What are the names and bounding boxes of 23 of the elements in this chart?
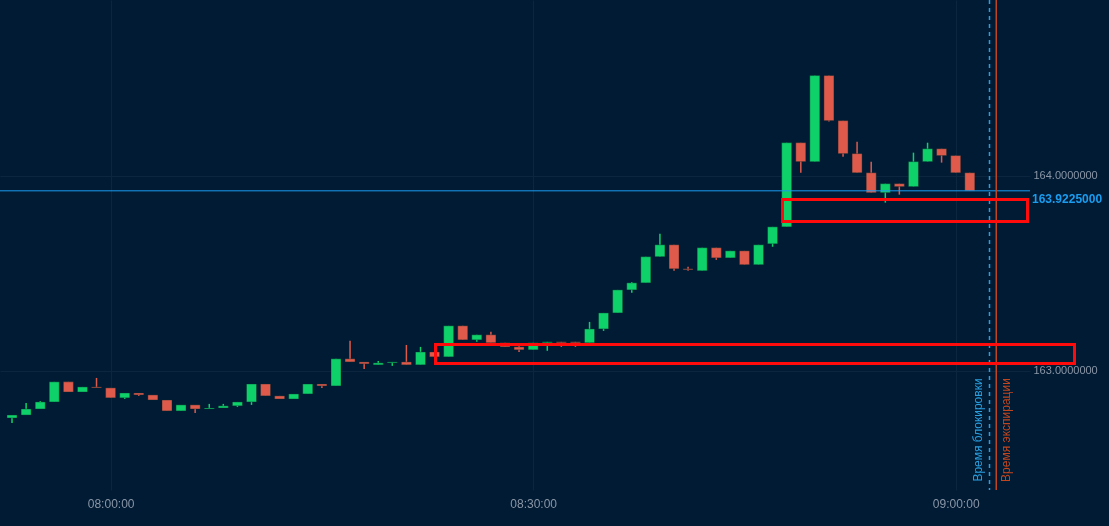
candlestick: [865, 160, 877, 194]
candlestick: [767, 226, 779, 248]
y-tick-label: 164.0000000: [1033, 169, 1098, 182]
candlestick: [879, 182, 891, 204]
candlestick: [584, 321, 596, 344]
candlestick: [753, 244, 765, 266]
ref-line-label: Время экспирации: [999, 378, 1014, 482]
candlestick: [612, 289, 624, 314]
candlestick: [696, 246, 708, 272]
x-tick-label: 08:30:00: [510, 496, 558, 511]
candlestick: [246, 383, 258, 406]
candlestick: [654, 232, 666, 258]
candlestick: [795, 141, 807, 174]
x-tick-label: 09:00:00: [932, 496, 980, 511]
x-tick-label: 08:00:00: [87, 496, 135, 511]
candlestick: [851, 140, 863, 174]
candlestick: [344, 340, 356, 363]
y-tick-label: 163.0000000: [1033, 364, 1098, 377]
candlestick: [400, 344, 412, 366]
candlestick: [48, 381, 60, 403]
ref-line-label: 163.9225000: [1032, 191, 1103, 206]
ref-line-label: Время блокировки: [970, 378, 985, 482]
candlestick: [922, 141, 934, 163]
